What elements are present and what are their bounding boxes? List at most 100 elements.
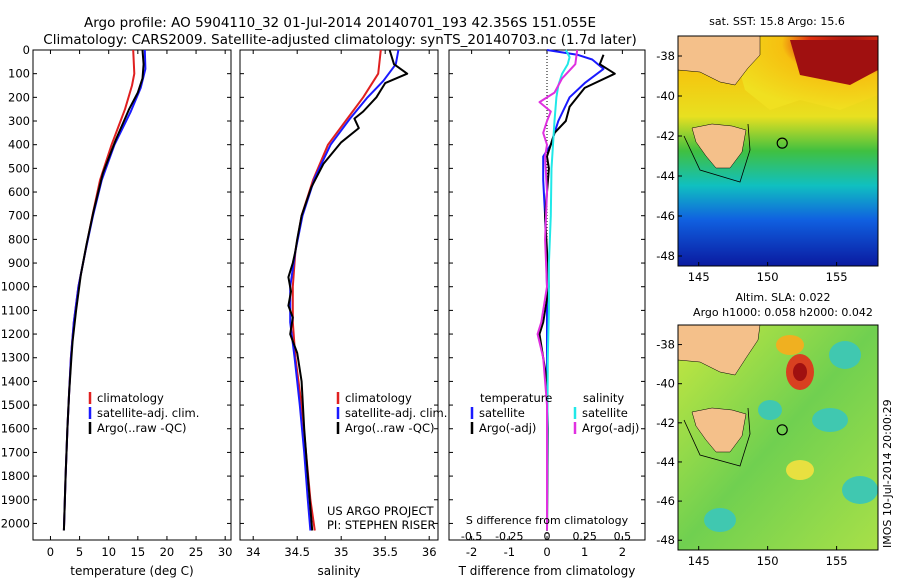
map-y-tick-label: -48	[656, 533, 675, 547]
map-y-tick-label: -46	[656, 209, 675, 223]
x-tick-label: -2	[466, 545, 477, 559]
sst-hot-core	[790, 40, 878, 85]
temperature-plot: 0100200300400500600700800900100011001200…	[1, 43, 233, 559]
y-tick-label: 1400	[1, 374, 30, 388]
y-tick-label: 1700	[1, 445, 30, 459]
t-difference-xlabel: T difference from climatology	[458, 564, 636, 578]
project-annotation-line1: US ARGO PROJECT	[327, 504, 435, 518]
y-tick-label: 1200	[1, 327, 30, 341]
map-x-tick-label: 155	[826, 270, 848, 284]
sla-anomaly-warm	[786, 460, 814, 480]
legend-label-s-satellite: satellite	[582, 406, 628, 420]
series-line-blue	[542, 49, 605, 531]
tasmania	[691, 407, 747, 453]
map-y-tick-label: -44	[656, 455, 675, 469]
x-tick-label: 34	[246, 545, 261, 559]
s-difference-label: S difference from climatology	[466, 514, 629, 527]
difference-plot: -2 -1 0 1 2 -0.5 -0.25 0 0.25 0.5	[449, 49, 645, 559]
series-line-black	[287, 49, 409, 531]
sla-map	[678, 325, 878, 550]
legend-label-satellite: satellite-adj. clim.	[345, 406, 447, 420]
x-tick-label: 35	[334, 545, 349, 559]
y-tick-label: 1500	[1, 398, 30, 412]
x-tick-label: 10	[101, 545, 116, 559]
y-tick-label: 600	[8, 185, 30, 199]
s-tick-label: 0.5	[614, 530, 632, 543]
map-x-tick-label: 145	[688, 270, 710, 284]
x-tick-label: 5	[76, 545, 83, 559]
map-y-tick-label: -38	[656, 338, 675, 352]
legend-label-satellite: satellite-adj. clim.	[97, 406, 199, 420]
sst-map	[678, 36, 878, 266]
salinity-plot: 34 34.5 35 35.5 36	[240, 49, 438, 559]
temperature-xlabel: temperature (deg C)	[70, 564, 193, 578]
sla-anomaly-low	[842, 476, 878, 504]
legend-label-climatology: climatology	[97, 391, 164, 405]
x-tick-label: 25	[189, 545, 204, 559]
y-tick-label: 900	[8, 256, 30, 270]
sst-map-frame	[677, 35, 879, 267]
y-tick-label: 1900	[1, 493, 30, 507]
temperature-panel-frame	[32, 49, 232, 541]
x-tick-label: 15	[131, 545, 146, 559]
difference-legend: temperature satellite Argo(-adj) salinit…	[470, 391, 639, 435]
legend-title-temperature: temperature	[480, 391, 552, 405]
mainland-australia	[678, 325, 761, 376]
x-tick-label: 34.5	[284, 545, 310, 559]
y-tick-label: 0	[23, 43, 30, 57]
salinity-xlabel: salinity	[317, 564, 360, 578]
sla-map-axes: 145 150 155 -38 -40 -42 -44 -46 -48	[656, 338, 847, 568]
figure-title-line2: Climatology: CARS2009. Satellite-adjuste…	[43, 32, 636, 48]
series-line-magenta	[536, 49, 579, 531]
sla-map-title-line2: Argo h1000: 0.058 h2000: 0.042	[693, 306, 873, 319]
imos-timestamp: IMOS 10-Jul-2014 20:00:29	[881, 399, 894, 548]
y-tick-label: 100	[8, 67, 30, 81]
legend-label-climatology: climatology	[345, 391, 412, 405]
legend-label-argo: Argo(..raw -QC)	[345, 421, 435, 435]
map-y-tick-label: -42	[656, 416, 675, 430]
series-line-black	[62, 49, 145, 531]
project-annotation-line2: PI: STEPHEN RISER	[327, 518, 436, 532]
bathymetry-contour	[683, 123, 751, 183]
map-x-tick-label: 145	[688, 554, 710, 568]
legend-title-salinity: salinity	[583, 391, 624, 405]
x-tick-label: 0	[543, 545, 550, 559]
x-tick-label: 36	[422, 545, 437, 559]
argo-position-marker	[776, 424, 788, 436]
s-tick-label: -0.5	[461, 530, 482, 543]
y-tick-label: 200	[8, 90, 30, 104]
series-line-black	[538, 54, 616, 531]
x-tick-label: 2	[619, 545, 626, 559]
sla-map-title-line1: Altim. SLA: 0.022	[735, 291, 830, 304]
y-tick-label: 400	[8, 138, 30, 152]
x-tick-label: 1	[581, 545, 588, 559]
y-tick-label: 2000	[1, 516, 30, 530]
y-tick-label: 500	[8, 161, 30, 175]
sst-map-axes: 145 150 155 -38 -40 -42 -44 -46 -48	[656, 49, 847, 284]
y-tick-label: 300	[8, 114, 30, 128]
legend-label-t-argo: Argo(-adj)	[479, 421, 536, 435]
map-x-tick-label: 150	[757, 554, 779, 568]
s-tick-label: -0.25	[495, 530, 523, 543]
temperature-legend: climatology satellite-adj. clim. Argo(..…	[88, 391, 199, 435]
map-y-tick-label: -40	[656, 89, 675, 103]
series-line-cyan	[546, 49, 571, 531]
salinity-legend: climatology satellite-adj. clim. Argo(..…	[336, 391, 447, 435]
sla-anomaly-warm	[776, 335, 804, 355]
sla-map-frame	[677, 324, 879, 551]
mainland-australia	[678, 36, 761, 86]
map-y-tick-label: -48	[656, 249, 675, 263]
sla-anomaly-low	[829, 341, 861, 369]
sla-anomaly-peak	[793, 363, 807, 381]
legend-label-s-argo: Argo(-adj)	[582, 421, 639, 435]
map-x-tick-label: 155	[826, 554, 848, 568]
bathymetry-contour	[683, 407, 751, 467]
figure-title-line1: Argo profile: AO 5904110_32 01-Jul-2014 …	[84, 15, 596, 31]
map-y-tick-label: -38	[656, 49, 675, 63]
s-tick-label: 0	[544, 530, 551, 543]
sla-anomaly-low	[812, 408, 848, 432]
salinity-panel-frame	[239, 49, 439, 541]
y-tick-label: 1600	[1, 422, 30, 436]
map-y-tick-label: -40	[656, 377, 675, 391]
